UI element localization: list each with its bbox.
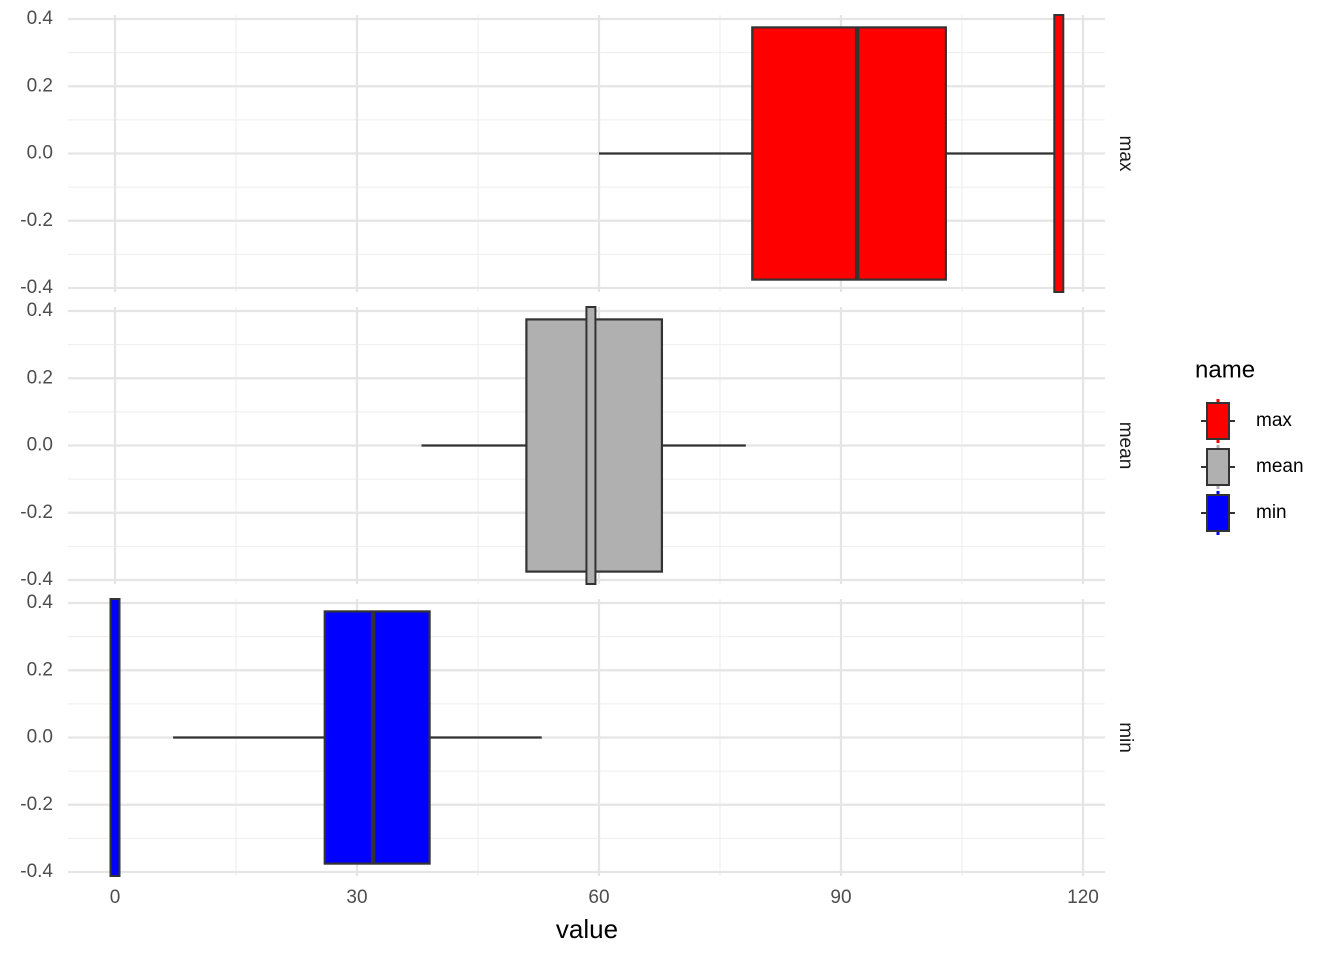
strip-label: max [1115,136,1136,172]
x-tick-label: 90 [830,887,851,908]
y-tick-label: 0.0 [27,435,53,456]
x-tick-label: 120 [1067,887,1099,908]
legend-label: min [1256,502,1287,523]
reference-line [1053,14,1065,293]
box [751,26,947,281]
y-tick-label: 0.0 [27,143,53,164]
y-tick-label: -0.4 [20,277,53,298]
legend-key [1206,402,1230,440]
y-tick-label: 0.2 [27,367,53,388]
reference-line [585,306,597,585]
y-tick-label: -0.4 [20,569,53,590]
x-tick-label: 30 [346,887,367,908]
box [323,610,431,865]
y-tick-label: 0.4 [27,592,54,613]
reference-line [109,598,121,877]
strip-label: mean [1115,422,1136,470]
x-axis-label: value [556,914,618,944]
y-tick-label: -0.2 [20,502,53,523]
legend-title: name [1195,356,1255,383]
x-tick-label: 60 [588,887,609,908]
y-tick-label: -0.2 [20,210,53,231]
strip-label: min [1115,722,1136,753]
legend-key [1206,494,1230,532]
y-tick-label: -0.2 [20,794,53,815]
y-tick-label: 0.4 [27,300,54,321]
y-tick-label: 0.2 [27,659,53,680]
y-tick-label: -0.4 [20,861,53,882]
y-tick-label: 0.2 [27,75,53,96]
legend-label: mean [1256,456,1304,477]
legend-key [1206,448,1230,486]
y-tick-label: 0.0 [27,727,53,748]
x-tick-label: 0 [110,887,121,908]
legend-label: max [1256,410,1292,431]
y-tick-label: 0.4 [27,8,54,29]
